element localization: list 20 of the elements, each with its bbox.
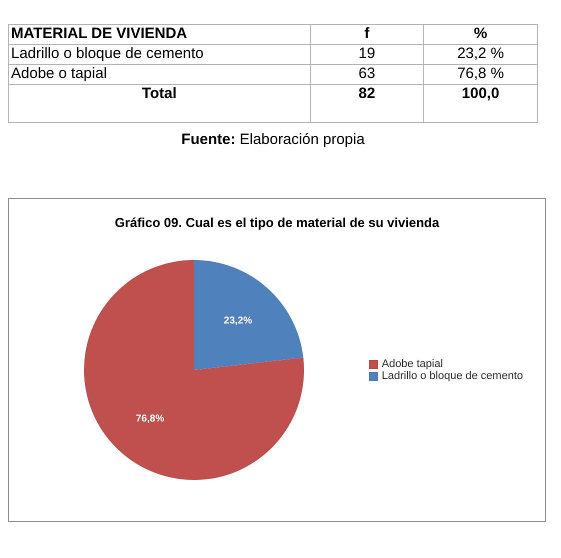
text: f [310,24,424,44]
pie-slice [84,260,304,480]
text: 76,8 % [424,64,538,84]
text: Ladrillo o bloque de cemento [8,44,310,64]
text: 19 [310,44,424,64]
text: 23,2 % [424,44,538,64]
data-label: 76,8% [136,414,164,425]
data-label: 23,2% [224,315,252,326]
text: 63 [310,64,424,84]
chart-title: Gráfico 09. Cual es el tipo de material de su vivienda [114,215,440,230]
text: 82 [310,84,424,122]
text: MATERIAL DE VIVIENDA [8,24,310,44]
text: % [424,24,538,44]
pie-slice [194,260,304,370]
text: 100,0 [424,84,538,122]
legend-label: Ladrillo o bloque de cemento [382,370,523,382]
legend-label: Adobe tapial [382,358,443,370]
text: Total [8,84,310,122]
source-note: Fuente: Elaboración propia [180,131,366,148]
text: Adobe o tapial [8,64,310,84]
